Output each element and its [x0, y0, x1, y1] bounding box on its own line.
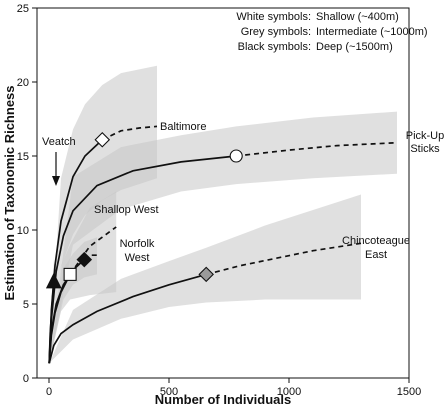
baltimore-extrapolation-line — [101, 125, 158, 141]
norfolk-west-confidence-band — [49, 237, 97, 364]
x-tick-label: 1500 — [397, 386, 421, 398]
veatch-arrow-head — [52, 176, 60, 186]
annotation-baltimore: Baltimore — [160, 121, 206, 133]
annotations: Veatch Baltimore Pick-Up Sticks Shallop … — [42, 121, 444, 264]
y-tick-label: 25 — [17, 3, 29, 15]
pick-up-sticks-observed-marker — [229, 149, 243, 163]
plot-frame — [36, 7, 410, 379]
chincoteague-east-rarefaction-line — [48, 273, 207, 364]
legend: White symbols: Shallow (~400m) Grey symb… — [236, 11, 427, 53]
y-tick-label: 5 — [23, 299, 29, 311]
chincoteague-east-extrapolation-line — [205, 242, 362, 276]
y-tick-label: 0 — [23, 373, 29, 385]
veatch-observed-marker — [45, 272, 62, 289]
legend-white-value: Shallow (~400m) — [316, 11, 399, 23]
y-tick-label: 10 — [17, 225, 29, 237]
rarefaction-curves — [48, 125, 398, 364]
legend-black-value: Deep (~1500m) — [316, 41, 393, 53]
y-axis-label: Estimation of Taxonomic Richness — [2, 85, 17, 300]
y-tick-label: 15 — [17, 151, 29, 163]
y-tick-label: 20 — [17, 77, 29, 89]
veatch-rarefaction-line — [48, 281, 55, 364]
x-axis-label: Number of Individuals — [155, 392, 292, 407]
baltimore-confidence-band — [49, 65, 157, 364]
annotation-pickup-line2: Sticks — [410, 143, 440, 155]
annotation-chinco-line1: Chincoteague — [342, 235, 410, 247]
shallop-west-extrapolation-line — [69, 226, 117, 275]
x-tick-label: 1000 — [277, 386, 301, 398]
annotation-chinco-line2: East — [365, 249, 387, 261]
legend-grey-label: Grey symbols: — [241, 26, 311, 38]
y-axis-ticks: 0 5 10 15 20 25 — [17, 3, 37, 385]
x-axis-ticks: 0 500 1000 1500 — [46, 378, 421, 398]
legend-black-label: Black symbols: — [238, 41, 311, 53]
x-tick-label: 0 — [46, 386, 52, 398]
annotation-norfolk-line2: West — [125, 252, 150, 264]
annotation-veatch: Veatch — [42, 136, 76, 148]
annotation-pickup-line1: Pick-Up — [406, 130, 445, 142]
x-tick-label: 500 — [160, 386, 178, 398]
pick-up-sticks-confidence-band — [49, 111, 398, 364]
legend-white-label: White symbols: — [236, 11, 311, 23]
baltimore-observed-marker — [94, 131, 111, 148]
annotation-norfolk-line1: Norfolk — [120, 238, 155, 250]
shallop-west-observed-marker — [63, 267, 77, 281]
chincoteague-east-observed-marker — [198, 266, 214, 283]
observed-markers — [45, 131, 243, 289]
annotation-shallop: Shallop West — [94, 204, 159, 216]
legend-grey-value: Intermediate (~1000m) — [316, 26, 428, 38]
norfolk-west-observed-marker — [76, 251, 93, 268]
